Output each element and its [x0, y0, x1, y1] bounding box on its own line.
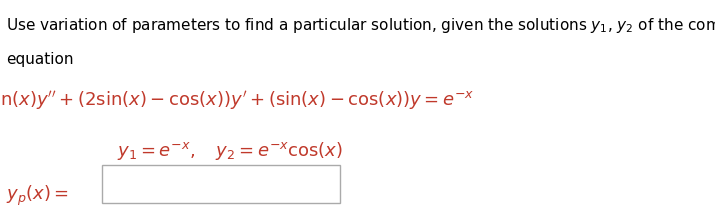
Text: $y_p(x) =$: $y_p(x) =$: [6, 184, 69, 208]
Text: $y_1 = e^{-x}, \quad y_2 = e^{-x}\cos(x)$: $y_1 = e^{-x}, \quad y_2 = e^{-x}\cos(x)…: [117, 140, 343, 162]
Text: Use variation of parameters to find a particular solution, given the solutions $: Use variation of parameters to find a pa…: [6, 16, 715, 35]
Text: $\sin(x)y'' + (2\sin(x) - \cos(x))y' + (\sin(x) - \cos(x))y = e^{-x}$: $\sin(x)y'' + (2\sin(x) - \cos(x))y' + (…: [0, 89, 474, 112]
Text: equation: equation: [6, 52, 74, 67]
FancyBboxPatch shape: [102, 165, 340, 203]
